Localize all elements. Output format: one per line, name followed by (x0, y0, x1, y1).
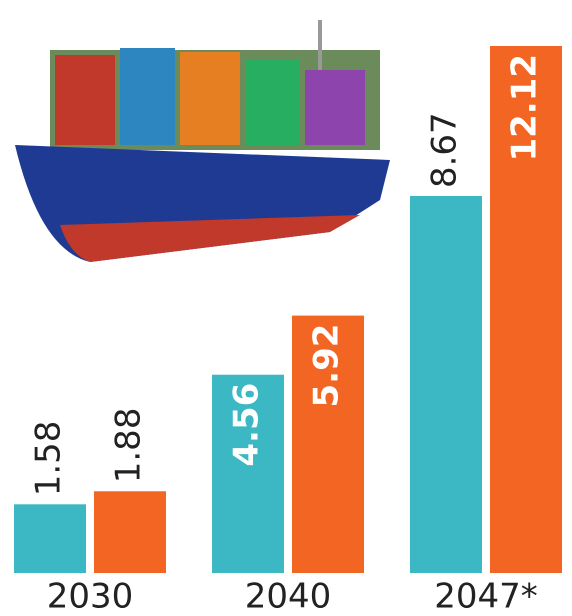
bar (410, 196, 482, 573)
value-label: 4.56 (227, 383, 267, 467)
value-label: 8.67 (425, 112, 465, 188)
x-tick-label: 2030 (47, 577, 134, 616)
bar (94, 491, 166, 573)
value-label: 5.92 (307, 324, 347, 408)
value-label: 12.12 (505, 54, 545, 162)
value-label: 1.88 (109, 408, 149, 484)
chart: 1.58 1.88 2030 4.56 5.92 2040 8.67 12.12 2047* (0, 0, 572, 616)
ship-illustration (15, 20, 390, 262)
x-tick-label: 2047* (434, 577, 538, 616)
x-tick-label: 2040 (245, 577, 332, 616)
bar (14, 504, 86, 573)
value-label: 1.58 (29, 421, 69, 497)
